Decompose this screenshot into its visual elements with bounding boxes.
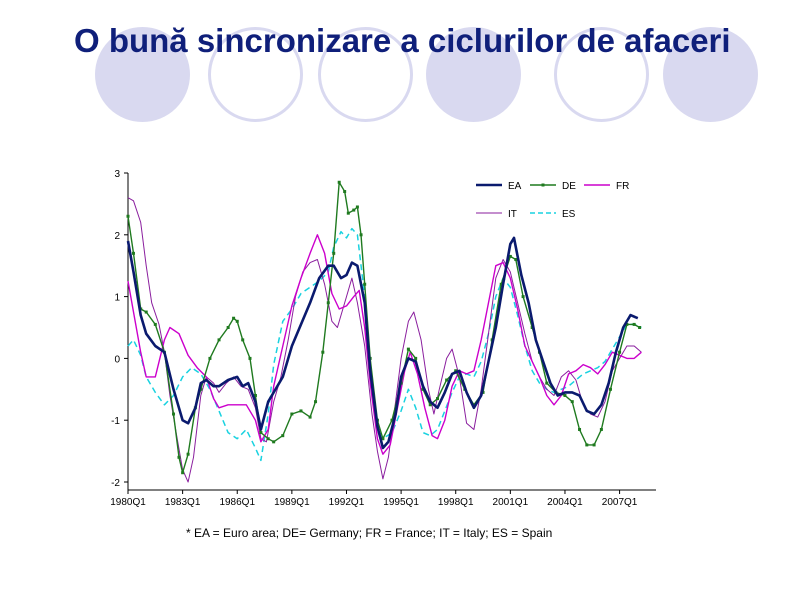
legend-label-es: ES: [562, 209, 576, 220]
series-marker-de: [592, 443, 596, 447]
series-marker-de: [428, 403, 432, 407]
series-marker-de: [352, 208, 356, 212]
legend-marker-de: [541, 183, 545, 187]
decor-circle-4: [426, 27, 521, 122]
series-marker-de: [421, 387, 425, 391]
series-marker-de: [290, 412, 294, 416]
series-marker-de: [337, 180, 341, 184]
series-line-it: [127, 197, 642, 483]
legend-label-de: DE: [562, 181, 576, 192]
series-marker-de: [521, 295, 525, 299]
decor-circle-1: [95, 27, 190, 122]
series-marker-de: [406, 347, 410, 351]
legend-label-fr: FR: [616, 181, 629, 192]
series-marker-de: [199, 387, 203, 391]
series-marker-de: [343, 190, 347, 194]
series-marker-de: [326, 301, 330, 305]
series-marker-de: [499, 282, 503, 286]
series-marker-de: [281, 434, 285, 438]
series-marker-de: [266, 437, 270, 441]
x-tick-label: 2001Q1: [493, 497, 529, 508]
x-tick-label: 2007Q1: [602, 497, 638, 508]
series-marker-de: [314, 400, 318, 404]
series-marker-de: [153, 322, 157, 326]
series-marker-de: [454, 369, 458, 373]
series-marker-de: [578, 427, 582, 431]
series-marker-de: [355, 205, 359, 209]
series-marker-de: [381, 437, 385, 441]
series-marker-de: [638, 326, 642, 329]
x-tick-label: 1986Q1: [219, 497, 255, 508]
x-tick-label: 1989Q1: [274, 497, 310, 508]
series-marker-de: [308, 415, 312, 419]
series-marker-de: [545, 381, 549, 385]
series-marker-de: [272, 440, 276, 444]
series-marker-de: [126, 214, 130, 218]
series-marker-de: [226, 326, 230, 329]
series-marker-de: [472, 403, 476, 407]
series-marker-de: [346, 211, 350, 215]
y-tick-label: -2: [111, 478, 120, 489]
y-tick-label: 1: [114, 293, 120, 304]
footnote: * EA = Euro area; DE= Germany; FR = Fran…: [186, 526, 553, 540]
decor-circle-2: [208, 27, 303, 122]
series-marker-de: [144, 310, 148, 314]
y-tick-label: 3: [114, 169, 120, 180]
series-line-es: [127, 227, 642, 462]
x-tick-label: 1992Q1: [329, 497, 365, 508]
series-marker-de: [248, 356, 252, 360]
series-marker-de: [390, 418, 394, 422]
legend-label-it: IT: [508, 209, 517, 220]
series-marker-de: [186, 452, 190, 456]
series-line-ea: [126, 236, 639, 450]
series-marker-de: [232, 316, 236, 320]
series-marker-de: [172, 412, 176, 416]
series-line-de: [127, 181, 640, 474]
series-marker-de: [359, 233, 363, 237]
series-marker-de: [332, 251, 336, 255]
decor-circle-6: [663, 27, 758, 122]
series-marker-de: [599, 427, 603, 431]
series-marker-de: [321, 350, 325, 354]
series-marker-de: [131, 251, 135, 255]
series-marker-de: [445, 378, 449, 382]
series-marker-de: [508, 254, 512, 258]
decor-circle-3: [318, 27, 413, 122]
series-marker-de: [181, 471, 185, 475]
series-marker-de: [177, 455, 181, 459]
series-marker-de: [514, 258, 518, 262]
series-marker-de: [217, 338, 221, 342]
series-marker-de: [618, 350, 622, 354]
series-marker-de: [608, 387, 612, 391]
y-tick-label: 2: [114, 231, 120, 242]
series-marker-de: [414, 356, 418, 360]
decor-circle-5: [554, 27, 649, 122]
series-marker-de: [570, 400, 574, 404]
series-marker-de: [585, 443, 589, 447]
slide-title: O bună sincronizare a ciclurilor de afac…: [74, 22, 731, 59]
x-tick-label: 1995Q1: [383, 497, 419, 508]
series-marker-de: [259, 431, 263, 435]
series-marker-de: [632, 322, 636, 326]
series-marker-de: [625, 322, 629, 326]
series-line-fr: [127, 234, 642, 455]
x-tick-label: 1980Q1: [110, 497, 146, 508]
series-marker-de: [299, 409, 303, 413]
x-tick-label: 1983Q1: [165, 497, 201, 508]
y-tick-label: 0: [114, 354, 120, 365]
legend-label-ea: EA: [508, 181, 522, 192]
series-marker-de: [241, 338, 245, 342]
series-marker-de: [235, 319, 239, 323]
series-marker-de: [253, 393, 257, 397]
series-marker-de: [363, 282, 367, 286]
series-marker-de: [436, 397, 440, 401]
series-marker-de: [563, 393, 567, 397]
series-marker-de: [208, 356, 212, 360]
y-tick-label: -1: [111, 416, 120, 427]
x-tick-label: 2004Q1: [547, 497, 583, 508]
x-tick-label: 1998Q1: [438, 497, 474, 508]
